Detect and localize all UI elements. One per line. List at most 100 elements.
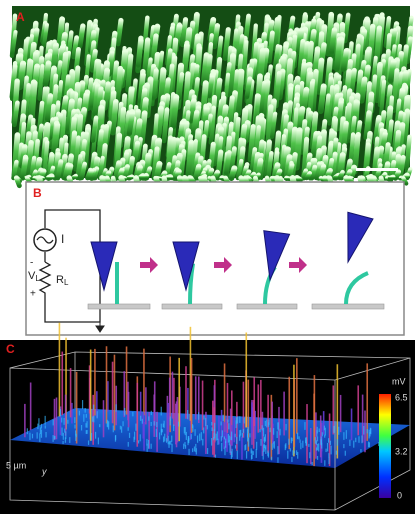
nanowire (214, 26, 217, 47)
panel-frame (26, 182, 404, 335)
nanowire (82, 164, 85, 178)
substrate (162, 304, 222, 309)
nanowire (345, 15, 348, 41)
panel-label: B (33, 186, 42, 200)
nanowire (158, 108, 161, 138)
nanowire (196, 166, 199, 178)
colorbar (379, 394, 391, 498)
nanowire (299, 109, 302, 129)
nanowire (337, 40, 340, 69)
nanowire (46, 63, 49, 83)
nanowire (32, 83, 35, 120)
nanowire (269, 33, 272, 61)
nanowire (153, 71, 156, 98)
nanowire (73, 176, 76, 178)
nanowire (14, 103, 17, 125)
voltage-subscript: L (35, 274, 40, 283)
substrate (88, 304, 150, 309)
nanowire (135, 143, 138, 162)
nanowire (179, 74, 182, 98)
nanowire (343, 51, 346, 69)
nanowire (275, 46, 278, 66)
scale-label: 5 µm (6, 460, 26, 470)
nanowire (286, 178, 289, 179)
nanowire (307, 173, 310, 178)
nanowire (105, 84, 108, 108)
nanowire (113, 102, 116, 133)
nanowire (140, 176, 143, 178)
nanowire (247, 79, 250, 97)
nanowire (390, 177, 393, 178)
nanowire (209, 77, 212, 96)
colorbar-tick: 0 (397, 490, 402, 500)
nanowire (225, 30, 228, 59)
panel-c (0, 323, 415, 514)
resistor-symbol: R (56, 274, 64, 286)
nanowire (391, 62, 394, 81)
nanowire (55, 125, 58, 152)
scale-bar (356, 168, 398, 171)
minus-sign: - (30, 258, 33, 269)
axis-label: y (41, 466, 47, 476)
nanowire (138, 40, 141, 65)
nanowire (394, 71, 397, 111)
nanowire (47, 96, 50, 119)
nanowire (129, 113, 132, 133)
nanowire (164, 110, 167, 141)
nanowire (188, 143, 191, 176)
panel-label: A (16, 10, 25, 24)
nanowire (145, 40, 148, 73)
nanowire (157, 164, 160, 178)
panel-b (26, 182, 404, 335)
nanowire (226, 152, 229, 173)
nanowire (239, 72, 242, 114)
nanowire (167, 177, 170, 178)
nanowire (261, 83, 264, 111)
nanowire (39, 66, 42, 99)
page: {"panels": { "a": {"label": "A"}, "b": {… (0, 0, 415, 514)
nanowire (407, 137, 410, 168)
nanowire (297, 178, 300, 180)
nanowire (340, 172, 343, 178)
nanowire (272, 114, 275, 137)
colorbar-tick: 3.2 (395, 446, 408, 456)
substrate (312, 304, 384, 309)
resistor-subscript: L (64, 278, 69, 287)
nanowire (49, 177, 52, 178)
nanowire (50, 120, 53, 138)
nanowire (16, 178, 19, 186)
nanowire (312, 167, 315, 178)
nanowire (325, 96, 328, 122)
nanowire (183, 20, 186, 45)
panel-label: C (6, 342, 15, 356)
figure: A B I VL RL - + C mV 6.5 3.2 0 5 µm y (0, 0, 415, 514)
nanowire (20, 64, 23, 87)
nanowire (23, 158, 26, 177)
nanowire (128, 56, 131, 90)
nanowire (362, 79, 365, 100)
nanowire (268, 153, 271, 177)
substrate (237, 304, 297, 309)
nanowire (80, 26, 83, 46)
nanowire (93, 118, 96, 140)
plus-sign: + (30, 289, 36, 300)
nanowire (288, 124, 291, 148)
nanowire (395, 172, 398, 178)
panel-a (12, 6, 411, 192)
nanowire (98, 131, 101, 159)
nanowire (231, 168, 234, 178)
nanowire (173, 97, 176, 126)
source-label: I (61, 232, 64, 246)
nanowire (275, 20, 278, 48)
nanowire (230, 56, 233, 95)
nanowire (331, 30, 334, 52)
nanowire (117, 69, 120, 101)
nanowire (118, 20, 121, 43)
nanowire (321, 86, 324, 111)
nanowire (58, 162, 61, 178)
colorbar-tick: 6.5 (395, 392, 408, 402)
nanowire (89, 171, 92, 178)
nanowire (129, 177, 132, 178)
nanowire (297, 130, 300, 167)
colorbar-unit: mV (392, 376, 406, 386)
